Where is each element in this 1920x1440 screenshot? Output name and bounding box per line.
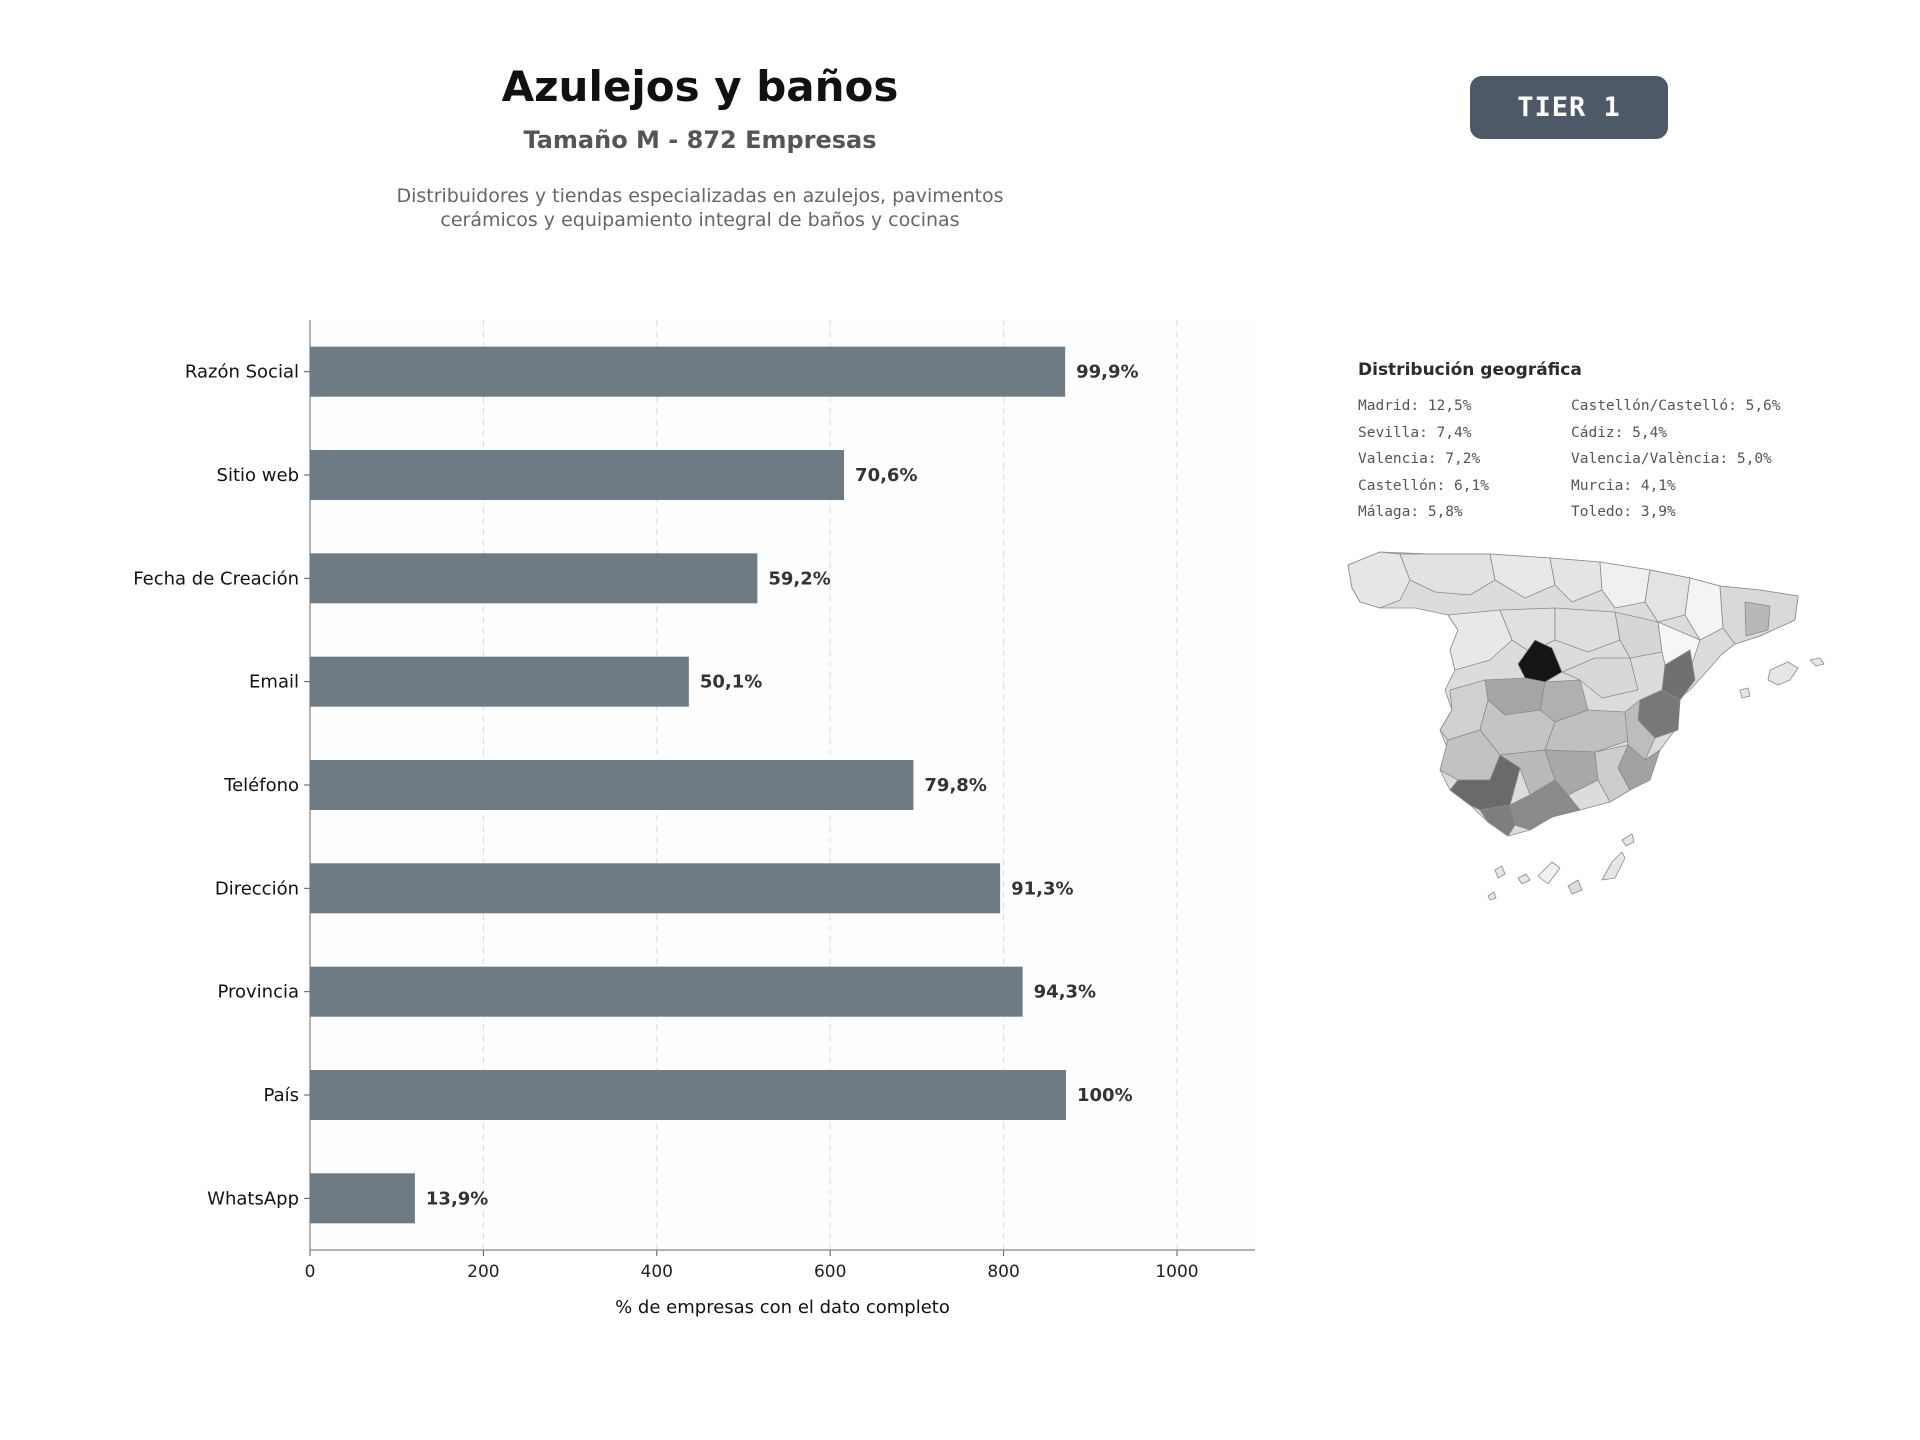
map-region-castellon [1661, 649, 1696, 701]
map-region [1347, 551, 1411, 609]
map-canaries [1494, 865, 1506, 879]
bar [310, 1173, 415, 1224]
bar [310, 450, 845, 500]
category-label: Razón Social [185, 362, 299, 383]
category-label: País [264, 1085, 299, 1106]
geo-item: Castellón/Castelló: 5,6% [1571, 398, 1781, 414]
value-label: 99,9% [1076, 362, 1138, 383]
map-canaries [1537, 861, 1561, 885]
map-region-cadiz [1479, 804, 1516, 837]
map-region [1614, 611, 1663, 659]
map-region [1684, 577, 1724, 641]
x-tick-label: 0 [305, 1262, 316, 1282]
category-label: Sitio web [217, 465, 299, 486]
bar [310, 553, 758, 604]
geo-distribution-title: Distribución geográfica [1358, 360, 1582, 380]
x-tick-label: 200 [467, 1262, 499, 1282]
x-tick-label: 400 [641, 1262, 673, 1282]
category-label: Fecha de Creación [133, 568, 299, 589]
geo-distribution-list: Madrid: 12,5% Sevilla: 7,4% Valencia: 7,… [1358, 398, 1798, 531]
completeness-bar-chart: 0 200 400 600 800 1000 Razón Social 99,9% Sitio … [133, 320, 1255, 1318]
bar [310, 1070, 1066, 1120]
map-canaries [1487, 891, 1497, 901]
value-label: 91,3% [1011, 878, 1073, 899]
map-balearics [1739, 687, 1751, 699]
geo-item: Cádiz: 5,4% [1571, 424, 1668, 441]
geo-item: Valencia/València: 5,0% [1571, 451, 1772, 467]
map-region [1489, 553, 1556, 599]
geo-item: Málaga: 5,8% [1358, 504, 1463, 520]
category-label: Teléfono [223, 775, 299, 796]
value-label: 70,6% [855, 465, 917, 486]
category-label: Provincia [217, 982, 299, 1003]
map-balearics [1767, 661, 1799, 686]
value-label: 79,8% [924, 775, 986, 796]
sector-description-line-1: Distribuidores y tiendas especializadas … [396, 185, 1004, 207]
category-label: Dirección [215, 878, 299, 899]
x-tick-label: 1000 [1155, 1262, 1198, 1282]
geo-item: Murcia: 4,1% [1571, 477, 1676, 494]
map-region [1594, 744, 1631, 803]
map-region [1599, 561, 1651, 609]
x-tick-label: 800 [987, 1262, 1019, 1282]
map-region [1561, 657, 1639, 699]
map-canaries [1621, 833, 1635, 847]
bar [310, 966, 1023, 1017]
category-label: Email [249, 672, 299, 693]
value-label: 13,9% [426, 1188, 488, 1209]
bar [310, 863, 1001, 914]
value-label: 100% [1077, 1085, 1133, 1106]
category-label: WhatsApp [207, 1188, 299, 1209]
geo-item: Toledo: 3,9% [1571, 504, 1676, 520]
x-tick-label: 600 [814, 1262, 846, 1282]
map-region [1644, 569, 1691, 623]
value-label: 59,2% [768, 568, 830, 589]
tier-badge: TIER 1 [1470, 76, 1668, 139]
geo-item: Valencia: 7,2% [1358, 451, 1481, 467]
map-region [1744, 601, 1771, 637]
map-region [1554, 607, 1621, 653]
bar [310, 346, 1066, 397]
page-title: Azulejos y baños [501, 62, 899, 111]
map-canaries [1517, 873, 1531, 885]
map-balearics [1809, 657, 1825, 667]
sector-description-line-2: cerámicos y equipamiento integral de bañ… [440, 209, 960, 231]
bar [310, 760, 914, 810]
x-axis-title: % de empresas con el dato completo [615, 1297, 950, 1318]
spain-province-map [1347, 551, 1825, 901]
value-label: 94,3% [1034, 982, 1096, 1003]
map-region-malaga [1509, 779, 1581, 831]
map-canaries [1601, 851, 1626, 881]
geo-item: Madrid: 12,5% [1358, 398, 1472, 414]
map-canaries [1567, 879, 1583, 895]
value-label: 50,1% [700, 672, 762, 693]
geo-item: Sevilla: 7,4% [1358, 424, 1472, 441]
sector-description: Distribuidores y tiendas especializadas … [300, 184, 1100, 232]
map-region [1549, 557, 1603, 603]
geo-item: Castellón: 6,1% [1358, 477, 1489, 494]
bar [310, 656, 689, 707]
page-subtitle: Tamaño M - 872 Empresas [523, 126, 877, 154]
